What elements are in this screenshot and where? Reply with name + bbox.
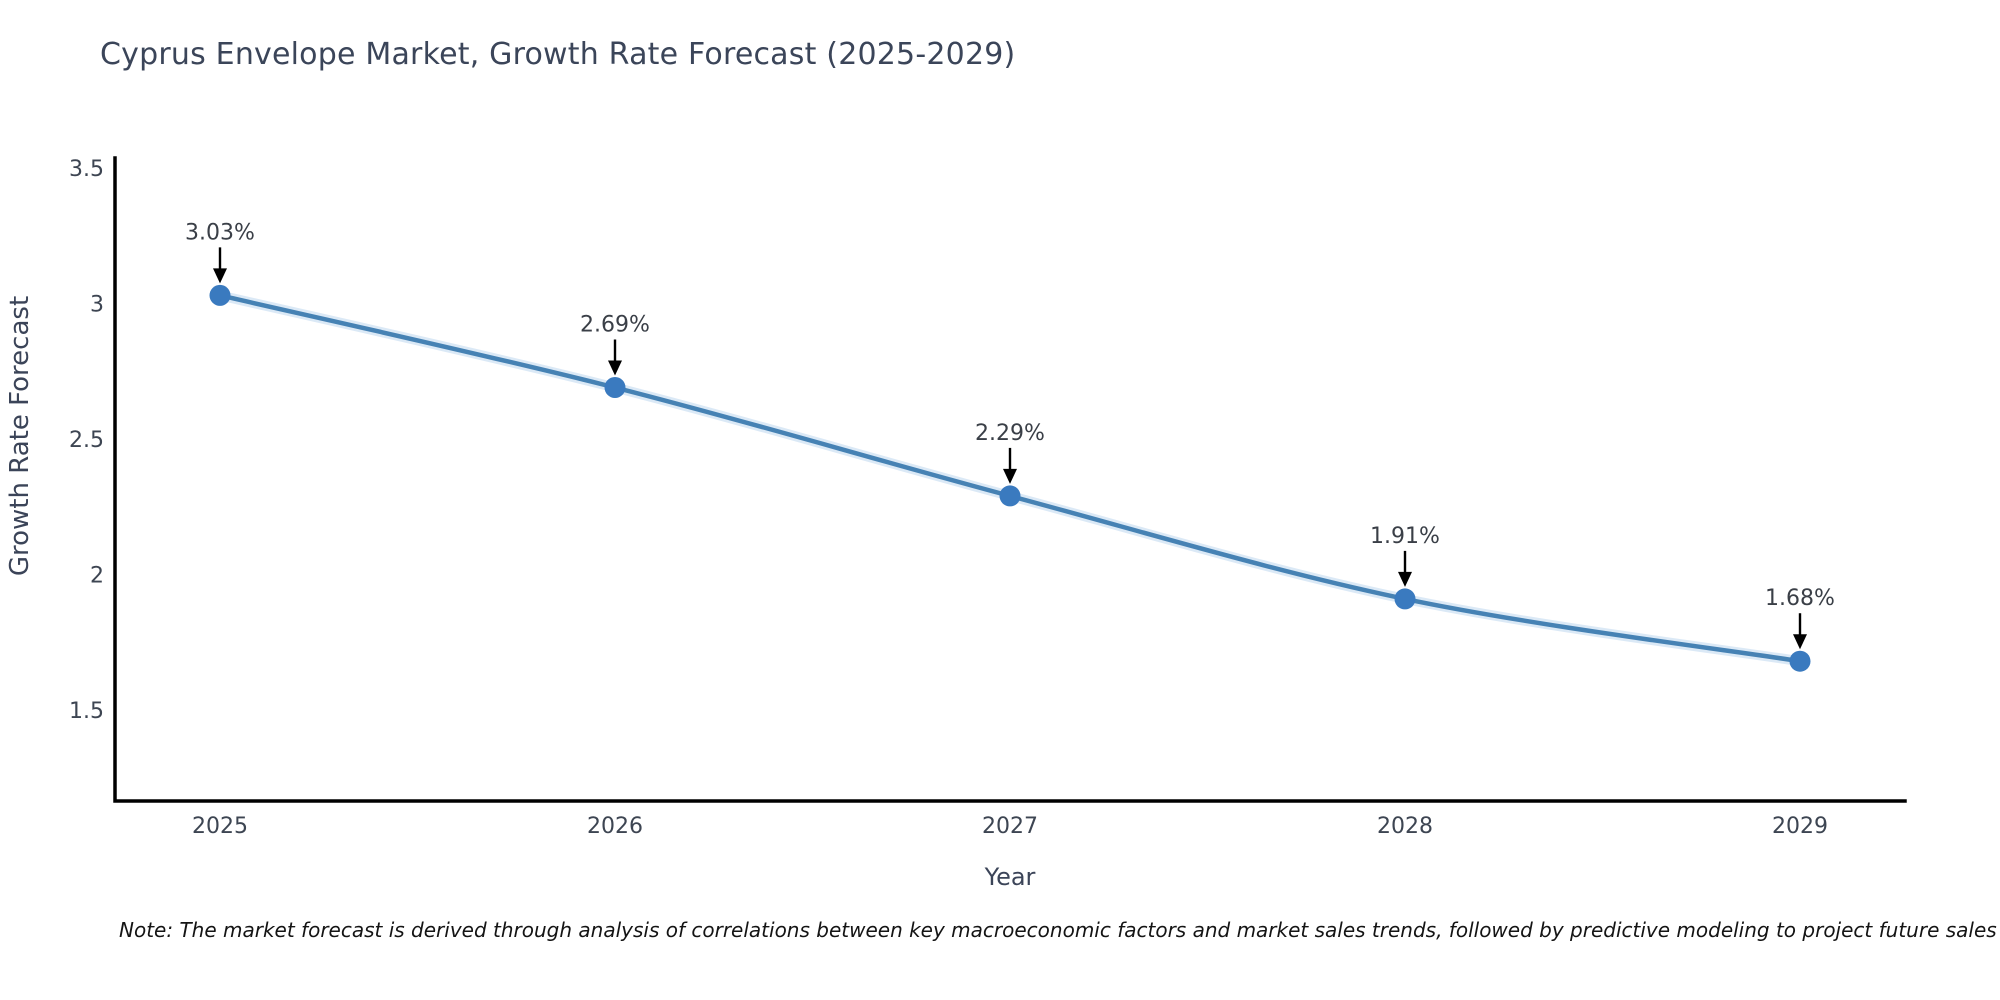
annotation-arrow-head (1003, 468, 1017, 484)
annotation-arrow-head (1793, 634, 1807, 650)
data-point-label: 3.03% (185, 220, 255, 245)
data-point-label: 1.68% (1765, 586, 1835, 611)
chart-title: Cyprus Envelope Market, Growth Rate Fore… (100, 37, 1016, 72)
axis-spines (113, 156, 1907, 803)
y-tick-label: 1.5 (69, 699, 104, 724)
data-point-marker (999, 485, 1021, 507)
x-tick-label: 2026 (587, 814, 643, 839)
data-point-marker (1789, 650, 1811, 672)
y-axis-title: Growth Rate Forecast (5, 296, 35, 576)
annotation-arrow-head (608, 360, 622, 376)
annotation-arrow-head (213, 268, 227, 284)
y-tick-label: 3 (90, 293, 104, 318)
x-tick-label: 2027 (982, 814, 1038, 839)
x-axis-title: Year (984, 863, 1036, 891)
x-tick-label: 2029 (1772, 814, 1828, 839)
data-point-label: 2.29% (975, 421, 1045, 446)
data-point-marker (1394, 588, 1416, 610)
y-tick-label: 2 (90, 564, 104, 589)
y-tick-label: 2.5 (69, 428, 104, 453)
x-tick-label: 2028 (1377, 814, 1433, 839)
annotation-arrow-head (1398, 571, 1412, 587)
data-point-label: 2.69% (580, 313, 650, 338)
x-tick-label: 2025 (192, 814, 248, 839)
data-point-label: 1.91% (1370, 524, 1440, 549)
data-point-marker (604, 377, 626, 399)
y-tick-label: 3.5 (69, 157, 104, 182)
footnote: Note: The market forecast is derived thr… (119, 918, 1997, 942)
data-point-marker (209, 284, 231, 306)
